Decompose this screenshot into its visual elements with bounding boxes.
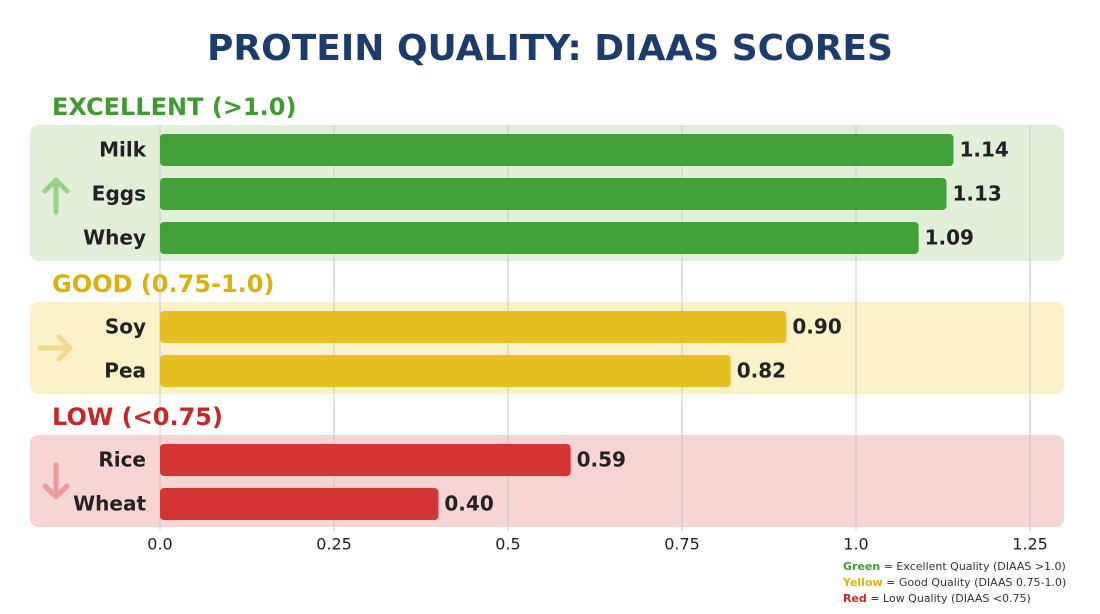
value-label: 1.09 bbox=[925, 226, 974, 250]
legend-text: = Low Quality (DIAAS <0.75) bbox=[870, 592, 1031, 605]
value-label: 1.13 bbox=[952, 182, 1001, 206]
x-tick-label: 0.0 bbox=[147, 535, 172, 554]
bars: Milk 1.14 Eggs 1.13 Whey 1.09 Soy 0.90 Pea 0.82 Ri… bbox=[73, 134, 1009, 520]
bar bbox=[160, 311, 787, 343]
x-tick-label: 0.5 bbox=[495, 535, 520, 554]
value-label: 0.90 bbox=[792, 315, 841, 339]
group-title: GOOD (0.75-1.0) bbox=[52, 270, 274, 298]
group-title: LOW (<0.75) bbox=[52, 403, 223, 431]
category-label: Milk bbox=[99, 138, 147, 162]
bar bbox=[160, 178, 947, 210]
value-label: 0.82 bbox=[737, 359, 786, 383]
arrow-right bbox=[37, 334, 73, 362]
value-label: 0.59 bbox=[577, 448, 626, 472]
bar bbox=[160, 444, 571, 476]
legend-entry: Yellow = Good Quality (DIAAS 0.75-1.0) bbox=[842, 576, 1066, 589]
legend-key: Yellow bbox=[842, 576, 883, 589]
legend-entry: Red = Low Quality (DIAAS <0.75) bbox=[843, 592, 1031, 605]
bar bbox=[160, 134, 954, 166]
category-label: Soy bbox=[105, 315, 146, 339]
group-title: EXCELLENT (>1.0) bbox=[52, 93, 296, 121]
bar bbox=[160, 488, 439, 520]
bar bbox=[160, 355, 731, 387]
x-tick-label: 0.75 bbox=[664, 535, 700, 554]
legend-key: Green bbox=[843, 560, 880, 573]
x-tick-label: 1.25 bbox=[1012, 535, 1048, 554]
category-label: Whey bbox=[83, 226, 146, 250]
legend-text: = Excellent Quality (DIAAS >1.0) bbox=[884, 560, 1066, 573]
arrow-down bbox=[42, 462, 70, 500]
x-tick-label: 1.0 bbox=[843, 535, 868, 554]
legend-key: Red bbox=[843, 592, 867, 605]
arrows bbox=[37, 177, 73, 500]
legend-entry: Green = Excellent Quality (DIAAS >1.0) bbox=[843, 560, 1066, 573]
category-label: Pea bbox=[104, 359, 146, 383]
legend-text: = Good Quality (DIAAS 0.75-1.0) bbox=[886, 576, 1066, 589]
category-label: Rice bbox=[98, 448, 146, 472]
arrow-up bbox=[42, 177, 70, 215]
bar bbox=[160, 222, 919, 254]
chart-title: PROTEIN QUALITY: DIAAS SCORES bbox=[207, 28, 893, 69]
x-tick-label: 0.25 bbox=[316, 535, 352, 554]
value-label: 1.14 bbox=[959, 138, 1008, 162]
value-label: 0.40 bbox=[444, 492, 493, 516]
category-label: Wheat bbox=[73, 492, 146, 516]
category-label: Eggs bbox=[92, 182, 146, 206]
